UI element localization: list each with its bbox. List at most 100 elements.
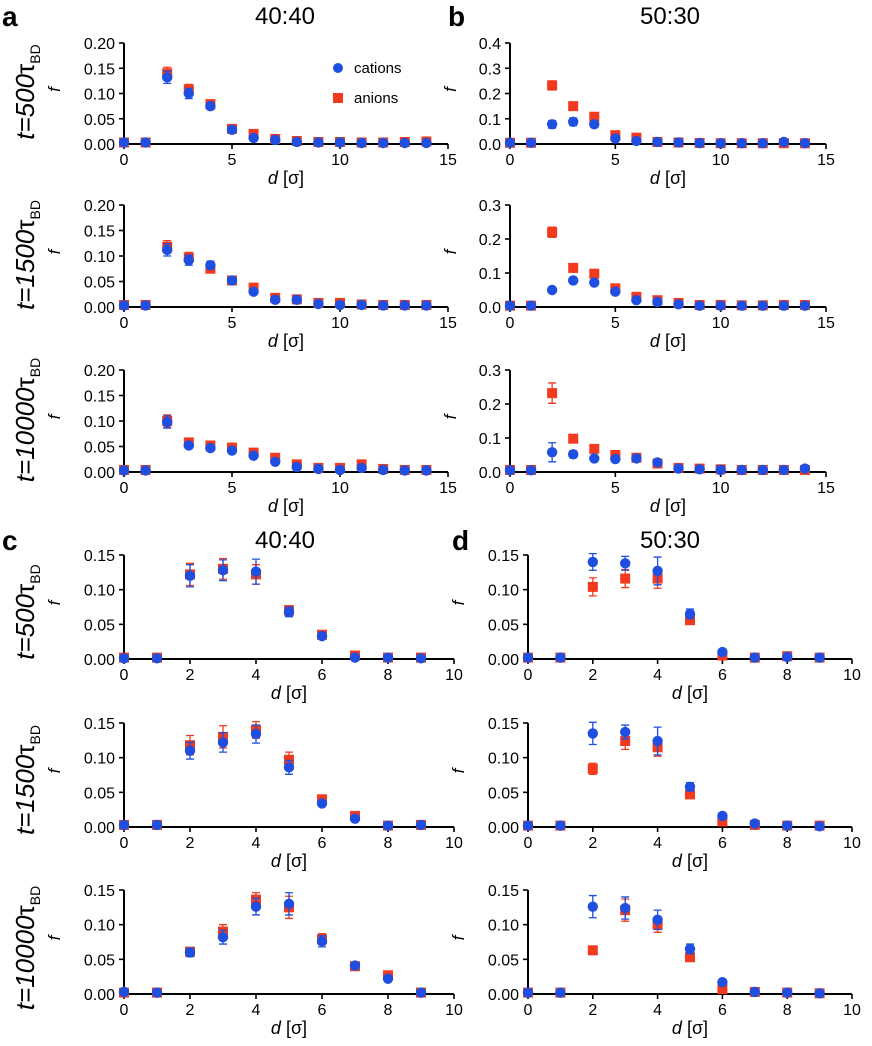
y-axis-label: f [441, 412, 460, 419]
y-tick-label: 0.05 [488, 617, 519, 634]
y-tick-label: 0.4 [479, 36, 501, 53]
cation-point [217, 931, 229, 943]
series-cations [504, 116, 811, 149]
y-tick-label: 0.00 [488, 987, 519, 1004]
row-label-bottom-10000: t=10000τBD [10, 886, 43, 1010]
series-cations [118, 70, 432, 149]
y-tick-label: 0.05 [84, 785, 115, 802]
cation-point [205, 259, 216, 271]
cation-point [522, 652, 534, 663]
x-tick-label: 10 [712, 315, 730, 332]
x-tick-label: 8 [384, 667, 393, 684]
cation-point [717, 810, 728, 822]
panel-letter-c: c [2, 525, 18, 556]
x-tick-label: 5 [228, 152, 237, 169]
y-tick-label: 0.0 [479, 137, 501, 154]
cation-point [316, 936, 328, 947]
cation-point [684, 608, 696, 620]
plot-a1: 0 5 10 15 0.00 0.05 0.10 0.15 0.20 d [σ] f [45, 36, 457, 188]
cation-point [248, 450, 259, 461]
x-tick-label: 8 [783, 667, 792, 684]
x-tick-label: 4 [653, 1002, 662, 1019]
cation-point [226, 445, 238, 456]
cation-point [546, 447, 558, 458]
axes-frame [123, 43, 448, 145]
x-tick-label: 2 [588, 835, 597, 852]
x-axis-label: d [σ] [650, 168, 686, 188]
x-tick-label: 6 [318, 667, 327, 684]
axes-frame [527, 723, 852, 828]
y-tick-label: 0.00 [84, 300, 115, 317]
cation-point [140, 137, 151, 148]
cation-point [399, 137, 410, 149]
cation-point [140, 465, 151, 476]
cation-point [736, 138, 747, 149]
cation-point [799, 463, 811, 474]
x-tick-label: 4 [653, 667, 662, 684]
x-tick-label: 10 [445, 835, 463, 852]
cation-point [799, 300, 811, 311]
cation-point [610, 286, 621, 297]
y-axis-label: f [45, 766, 64, 773]
cation-point [652, 136, 663, 148]
x-tick-label: 0 [524, 1002, 533, 1019]
cation-point [749, 652, 760, 663]
x-tick-label: 8 [783, 835, 792, 852]
y-tick-label: 0.10 [84, 583, 115, 600]
series-cations [522, 552, 825, 663]
series-cations [118, 724, 427, 831]
cation-point [652, 296, 663, 308]
plot-c3: 0 2 4 6 8 10 0.00 0.05 0.10 0.15 d [σ] f [45, 883, 463, 1038]
svg-text:t=500τBD: t=500τBD [10, 564, 43, 660]
row-label-bd: BD [27, 200, 43, 219]
y-tick-label: 0.10 [84, 249, 115, 266]
x-axis-label: d [σ] [672, 851, 708, 871]
x-tick-label: 6 [718, 835, 727, 852]
cation-point [587, 901, 598, 912]
x-tick-label: 4 [252, 1002, 261, 1019]
legend-anions-marker [333, 93, 343, 103]
anion-point [587, 581, 598, 592]
series-cations [118, 558, 427, 664]
legend-cations-marker [333, 63, 343, 73]
anion-point [587, 763, 598, 774]
series-cations [504, 442, 811, 476]
plots-layer: 0 5 10 150.000.050.100.150.20d [σ]f0 5 10 150.… [45, 36, 861, 1038]
cation-point [250, 901, 262, 912]
y-tick-label: 0.00 [84, 137, 115, 154]
x-tick-label: 8 [384, 1002, 393, 1019]
plot-a3: 0 5 10 15 0.00 0.05 0.10 0.15 0.20 d [σ] f [45, 363, 457, 516]
cation-point [415, 653, 427, 664]
x-tick-label: 5 [611, 315, 620, 332]
cation-point [749, 986, 760, 998]
cation-point [717, 646, 728, 658]
legend-cations-label: cations [354, 60, 402, 77]
axes-frame [123, 723, 454, 828]
x-tick-label: 2 [186, 835, 195, 852]
cation-point [349, 652, 361, 663]
cation-point [555, 652, 566, 663]
y-tick-label: 0.20 [84, 198, 115, 215]
legend: cations anions [333, 60, 402, 107]
cation-point [589, 277, 600, 288]
cation-point [205, 442, 216, 454]
x-tick-label: 10 [331, 480, 349, 497]
cation-point [118, 986, 130, 998]
row-label-bottom-1500: t=1500τBD [10, 725, 43, 835]
x-axis-label: d [σ] [271, 1018, 307, 1038]
y-tick-label: 0.00 [488, 820, 519, 837]
title-c-40-40: 40:40 [255, 527, 315, 554]
y-tick-label: 0.10 [488, 583, 519, 600]
x-tick-label: 0 [506, 152, 515, 169]
cation-point [283, 762, 295, 773]
x-tick-label: 2 [186, 1002, 195, 1019]
axes-frame [527, 555, 852, 660]
cation-point [555, 987, 566, 998]
x-tick-label: 0 [506, 315, 515, 332]
y-tick-label: 0.2 [479, 397, 501, 414]
y-tick-label: 0.05 [84, 275, 115, 292]
cation-point [610, 453, 621, 465]
anion-point [547, 388, 558, 399]
cation-point [217, 737, 229, 748]
series-anions [119, 720, 426, 831]
